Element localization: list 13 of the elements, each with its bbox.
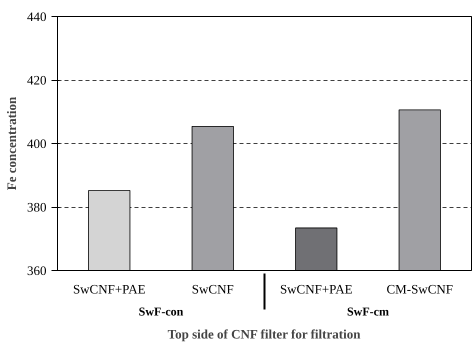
text: SwF-con	[138, 304, 184, 318]
x-tick-label: CM-SwCNF	[386, 282, 453, 296]
y-tick-label: 420	[27, 72, 46, 88]
x-tick-label: SwCNF	[192, 282, 234, 296]
x-tick-label: SwCNF+PAE	[280, 282, 353, 296]
y-tick-label: 400	[27, 136, 46, 151]
y-axis-title: Fe concentration	[4, 96, 19, 190]
text: SwF-cm	[347, 304, 390, 318]
y-tick-label: 380	[27, 200, 46, 214]
x-tick-label: SwCNF+PAE	[72, 282, 146, 296]
y-tick-label: 360	[27, 263, 46, 278]
y-tick-label: 440	[27, 9, 46, 24]
x-axis-title: Top side of CNF filter for filtration	[168, 326, 362, 342]
